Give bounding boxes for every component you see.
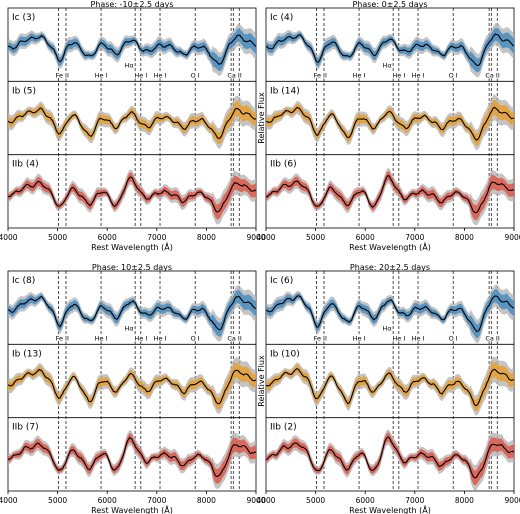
line-id-label: Fe II	[56, 334, 69, 342]
mean-spectrum	[7, 368, 257, 405]
std-band-2	[8, 172, 256, 220]
x-tick-label: 9000	[504, 233, 520, 242]
row-label: IIb (7)	[12, 423, 39, 433]
row-label: Ic (4)	[270, 13, 293, 23]
mean-spectrum	[265, 367, 515, 407]
line-id-label: Fe II	[56, 71, 69, 79]
line-id-label: He I	[412, 334, 425, 342]
x-tick-label: 9000	[246, 233, 265, 242]
std-band-2	[8, 433, 256, 484]
line-id-label: O I	[191, 334, 200, 342]
x-tick-label: 7000	[147, 233, 166, 242]
x-tick-label: 8000	[197, 496, 216, 505]
std-band-1	[266, 361, 514, 412]
x-tick-label: 6000	[356, 233, 375, 242]
x-tick-label: 9000	[504, 496, 520, 505]
line-id-label: Fe II	[314, 71, 327, 79]
line-id-label: Hα	[125, 324, 134, 332]
std-band-1	[8, 100, 256, 145]
std-band-2	[266, 432, 514, 486]
row-label: IIb (4)	[12, 160, 39, 170]
line-id-label: He I	[154, 334, 167, 342]
row-label: Ib (10)	[270, 349, 300, 359]
line-id-label: Hα	[383, 324, 392, 332]
x-tick-label: 8000	[455, 233, 474, 242]
panel-2	[265, 7, 515, 231]
x-axis-label: Rest Wavelength (Å)	[91, 504, 173, 514]
std-band-1	[266, 99, 514, 147]
row-label: Ib (13)	[12, 349, 42, 359]
line-id-label: Hα	[125, 61, 134, 69]
x-tick-label: 6000	[356, 496, 375, 505]
mean-spectrum	[7, 107, 257, 139]
line-id-label: O I	[449, 71, 458, 79]
mean-spectrum	[265, 295, 515, 333]
row-label: IIb (6)	[270, 160, 297, 170]
x-tick-label: 5000	[48, 233, 67, 242]
panel-title: Phase: 20±2.5 days	[350, 263, 430, 272]
mean-spectrum	[7, 295, 257, 331]
panel-title: Phase: 0±2.5 days	[352, 0, 427, 9]
x-tick-label: 7000	[405, 233, 424, 242]
x-tick-label: 9000	[246, 496, 265, 505]
line-id-label: Ca II	[227, 71, 242, 79]
line-id-label: He I	[353, 334, 366, 342]
x-tick-label: 6000	[98, 496, 117, 505]
line-id-label: Ca II	[485, 71, 500, 79]
x-tick-label: 4000	[256, 496, 275, 505]
panel-4	[265, 270, 515, 494]
x-tick-label: 5000	[306, 233, 325, 242]
line-id-label: He I	[392, 334, 405, 342]
mean-spectrum	[265, 106, 515, 141]
line-id-label: He I	[353, 71, 366, 79]
x-axis-label: Rest Wavelength (Å)	[349, 504, 431, 514]
line-id-label: Ca II	[485, 334, 500, 342]
panel-title: Phase: -10±2.5 days	[90, 0, 173, 9]
line-id-label: Ca II	[227, 334, 242, 342]
row-label: Ic (3)	[12, 13, 35, 23]
mean-spectrum	[7, 436, 257, 477]
x-tick-label: 4000	[0, 496, 18, 505]
mean-spectrum	[265, 33, 515, 66]
line-id-label: He I	[154, 71, 167, 79]
x-tick-label: 8000	[197, 233, 216, 242]
y-axis-label: Relative Flux	[257, 355, 266, 407]
mean-spectrum	[265, 174, 515, 214]
x-tick-label: 7000	[147, 496, 166, 505]
x-tick-label: 5000	[306, 496, 325, 505]
x-tick-label: 4000	[0, 233, 18, 242]
x-tick-label: 8000	[455, 496, 474, 505]
line-id-label: O I	[449, 334, 458, 342]
line-id-label: O I	[191, 71, 200, 79]
mean-spectrum	[7, 176, 257, 213]
x-axis-label: Rest Wavelength (Å)	[91, 241, 173, 252]
x-axis-label: Rest Wavelength (Å)	[349, 241, 431, 252]
line-id-label: He I	[412, 71, 425, 79]
row-label: Ib (14)	[270, 86, 300, 96]
panel-title: Phase: 10±2.5 days	[92, 263, 172, 272]
mean-spectrum	[265, 436, 515, 479]
std-band-1	[8, 362, 256, 410]
x-tick-label: 7000	[405, 496, 424, 505]
row-label: Ic (6)	[270, 276, 293, 286]
x-tick-label: 6000	[98, 233, 117, 242]
x-tick-label: 4000	[256, 233, 275, 242]
line-id-label: He I	[134, 334, 147, 342]
mean-spectrum	[7, 34, 257, 65]
row-label: Ib (5)	[12, 86, 36, 96]
line-id-label: Hα	[383, 61, 392, 69]
line-id-label: He I	[134, 71, 147, 79]
row-label: IIb (2)	[270, 423, 297, 433]
x-tick-label: 5000	[48, 496, 67, 505]
line-id-label: He I	[95, 71, 108, 79]
row-label: Ic (8)	[12, 276, 35, 286]
panel-1	[7, 7, 257, 231]
std-band-2	[266, 171, 514, 221]
panel-3	[7, 270, 257, 494]
y-axis-label: Relative Flux	[257, 92, 266, 144]
line-id-label: He I	[392, 71, 405, 79]
line-id-label: He I	[95, 334, 108, 342]
line-id-label: Fe II	[314, 334, 327, 342]
